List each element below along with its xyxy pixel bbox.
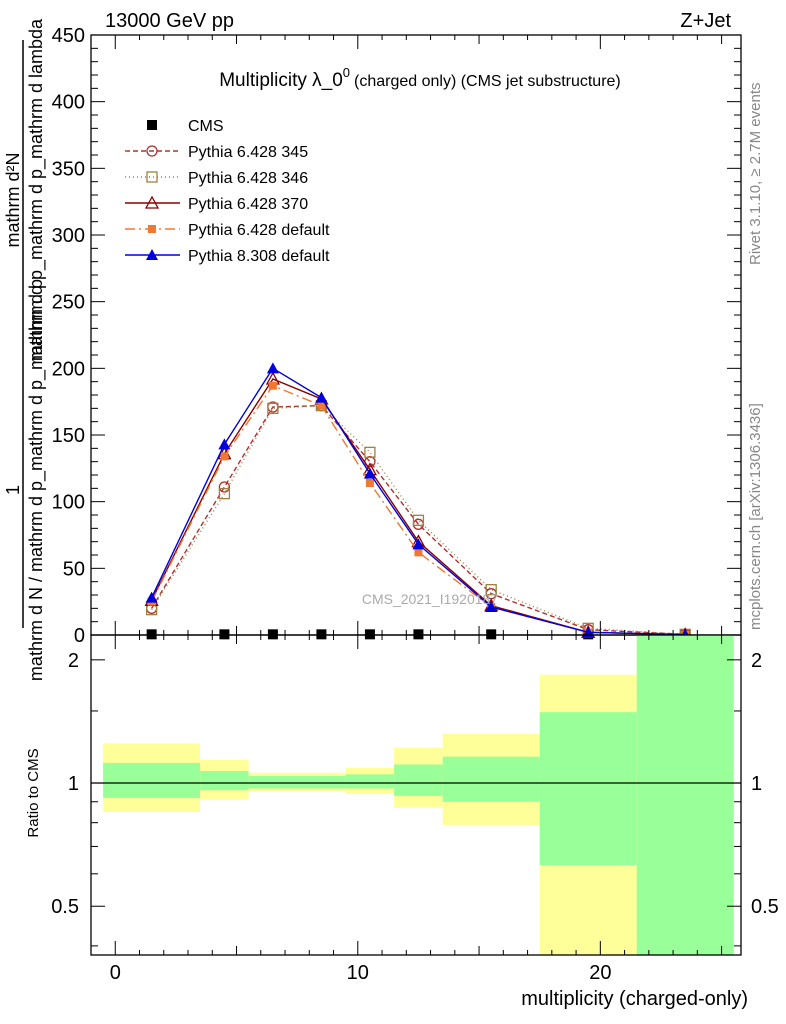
x-tick-label: 20 (589, 962, 611, 984)
legend-label: Pythia 6.428 346 (188, 170, 308, 187)
header-right: Z+Jet (680, 10, 731, 32)
data-point (412, 538, 425, 550)
x-axis-label: multiplicity (charged-only) (521, 988, 748, 1010)
plot-title-main: Multiplicity λ_0 (219, 70, 343, 91)
y-tick-label: 300 (52, 225, 85, 247)
legend-entry: Pythia 6.428 370 (125, 195, 308, 213)
ratio-ylabel: Ratio to CMS (25, 748, 42, 837)
y-tick-label: 150 (52, 425, 85, 447)
data-point (364, 629, 375, 640)
ylabel-num: 1 (3, 485, 23, 495)
legend-entry: Pythia 8.308 default (125, 248, 330, 265)
ratio-y-tick-label-left: 2 (68, 650, 79, 672)
ratio-band-green (103, 762, 201, 798)
data-point (412, 514, 425, 526)
data-point (219, 629, 230, 640)
header-left: 13000 GeV pp (105, 10, 234, 32)
ylabel-bottom: mathrm d N / mathrm d p_mathrm d p_mathr… (26, 279, 47, 681)
data-point (267, 629, 278, 640)
legend: CMS Pythia 6.428 345 Pythia 6.428 346 Pythi… (125, 118, 330, 265)
ratio-y-tick-label-right: 1 (751, 773, 762, 795)
legend-label: CMS (188, 118, 224, 135)
data-point (268, 381, 277, 390)
legend-label: Pythia 8.308 default (188, 248, 330, 265)
legend-entry: Pythia 6.428 345 (125, 144, 308, 161)
data-point (267, 402, 279, 414)
y-tick-label: 0 (74, 625, 85, 647)
data-point (365, 479, 374, 487)
data-point (364, 446, 376, 458)
series-0 (146, 629, 691, 640)
ratio-plot-frame (90, 634, 742, 956)
series-line (151, 404, 686, 636)
legend-marker (147, 120, 157, 130)
legend-marker (148, 225, 156, 233)
data-point (146, 629, 157, 640)
legend-label: Pythia 6.428 345 (188, 144, 308, 161)
ylabel-mid: mathrm d p_mathrm d p_mathrm d lambda (26, 18, 47, 361)
data-point (266, 362, 279, 374)
data-point (220, 452, 229, 461)
data-point (486, 629, 497, 640)
ratio-band-green (539, 712, 637, 866)
ratio-y-tick-label-left: 1 (68, 773, 79, 795)
upper-y-label: mathrm d²N 1 mathrm d p_mathrm d p_mathr… (3, 18, 47, 681)
ratio-band-green (200, 771, 249, 791)
y-tick-label: 350 (52, 158, 85, 180)
legend-entry: Pythia 6.428 346 (125, 170, 308, 187)
y-tick-label: 50 (63, 558, 85, 580)
ylabel-top: mathrm d²N (3, 152, 23, 247)
ratio-y-tick-label-left: 0.5 (51, 896, 79, 918)
x-tick-label: 10 (347, 962, 369, 984)
y-tick-label: 450 (52, 25, 85, 47)
y-tick-label: 200 (52, 358, 85, 380)
series-5 (145, 362, 692, 640)
data-point (363, 467, 376, 479)
x-tick-label: 0 (110, 962, 121, 984)
series-line (151, 404, 686, 636)
legend-marker (146, 145, 158, 157)
plot-title-rest: (charged only) (CMS jet substructure) (354, 73, 621, 90)
data-point (218, 438, 231, 450)
series-2 (145, 400, 691, 640)
data-point (315, 391, 328, 403)
ratio-y-tick-label-right: 2 (751, 650, 762, 672)
ratio-band-green (442, 756, 540, 802)
legend-entry: CMS (147, 118, 224, 135)
data-point (485, 584, 497, 596)
data-point (414, 548, 423, 557)
legend-marker (144, 195, 160, 209)
data-point (485, 601, 498, 612)
data-point (218, 488, 231, 500)
ratio-y-tick-label-right: 0.5 (751, 896, 779, 918)
plot-title-sup: 0 (343, 65, 350, 80)
legend-marker (146, 171, 158, 183)
ratio-band-green (394, 764, 443, 796)
y-tick-label: 400 (52, 92, 85, 114)
legend-entry: Pythia 6.428 default (125, 222, 330, 239)
main-plot-panel: CMS_2021_I1920187 Multiplicity λ_00(char… (52, 25, 742, 647)
data-point (317, 401, 326, 410)
data-point (145, 591, 158, 603)
rivet-label: Rivet 3.1.10, ≥ 2.7M events (747, 83, 764, 266)
ratio-band-green (345, 774, 395, 789)
legend-label: Pythia 6.428 default (188, 222, 330, 239)
data-point (218, 481, 231, 493)
y-tick-label: 100 (52, 492, 85, 514)
ratio-band-green (248, 776, 346, 789)
data-point (413, 629, 424, 640)
data-point (316, 629, 327, 640)
legend-marker (146, 249, 158, 260)
legend-label: Pythia 6.428 370 (188, 196, 308, 213)
plot-title: Multiplicity λ_00 (charged only) (CMS jet… (219, 65, 621, 91)
mcplots-label: mcplots.cern.ch [arXiv:1306.3436] (747, 403, 764, 630)
watermark: CMS_2021_I1920187 (362, 591, 498, 607)
ratio-plot-panel: 0.5 0.51 12 20 10 20 Ratio to CMS multiplicit… (25, 634, 779, 1010)
y-tick-label: 250 (52, 292, 85, 314)
ratio-band-green (636, 635, 734, 955)
